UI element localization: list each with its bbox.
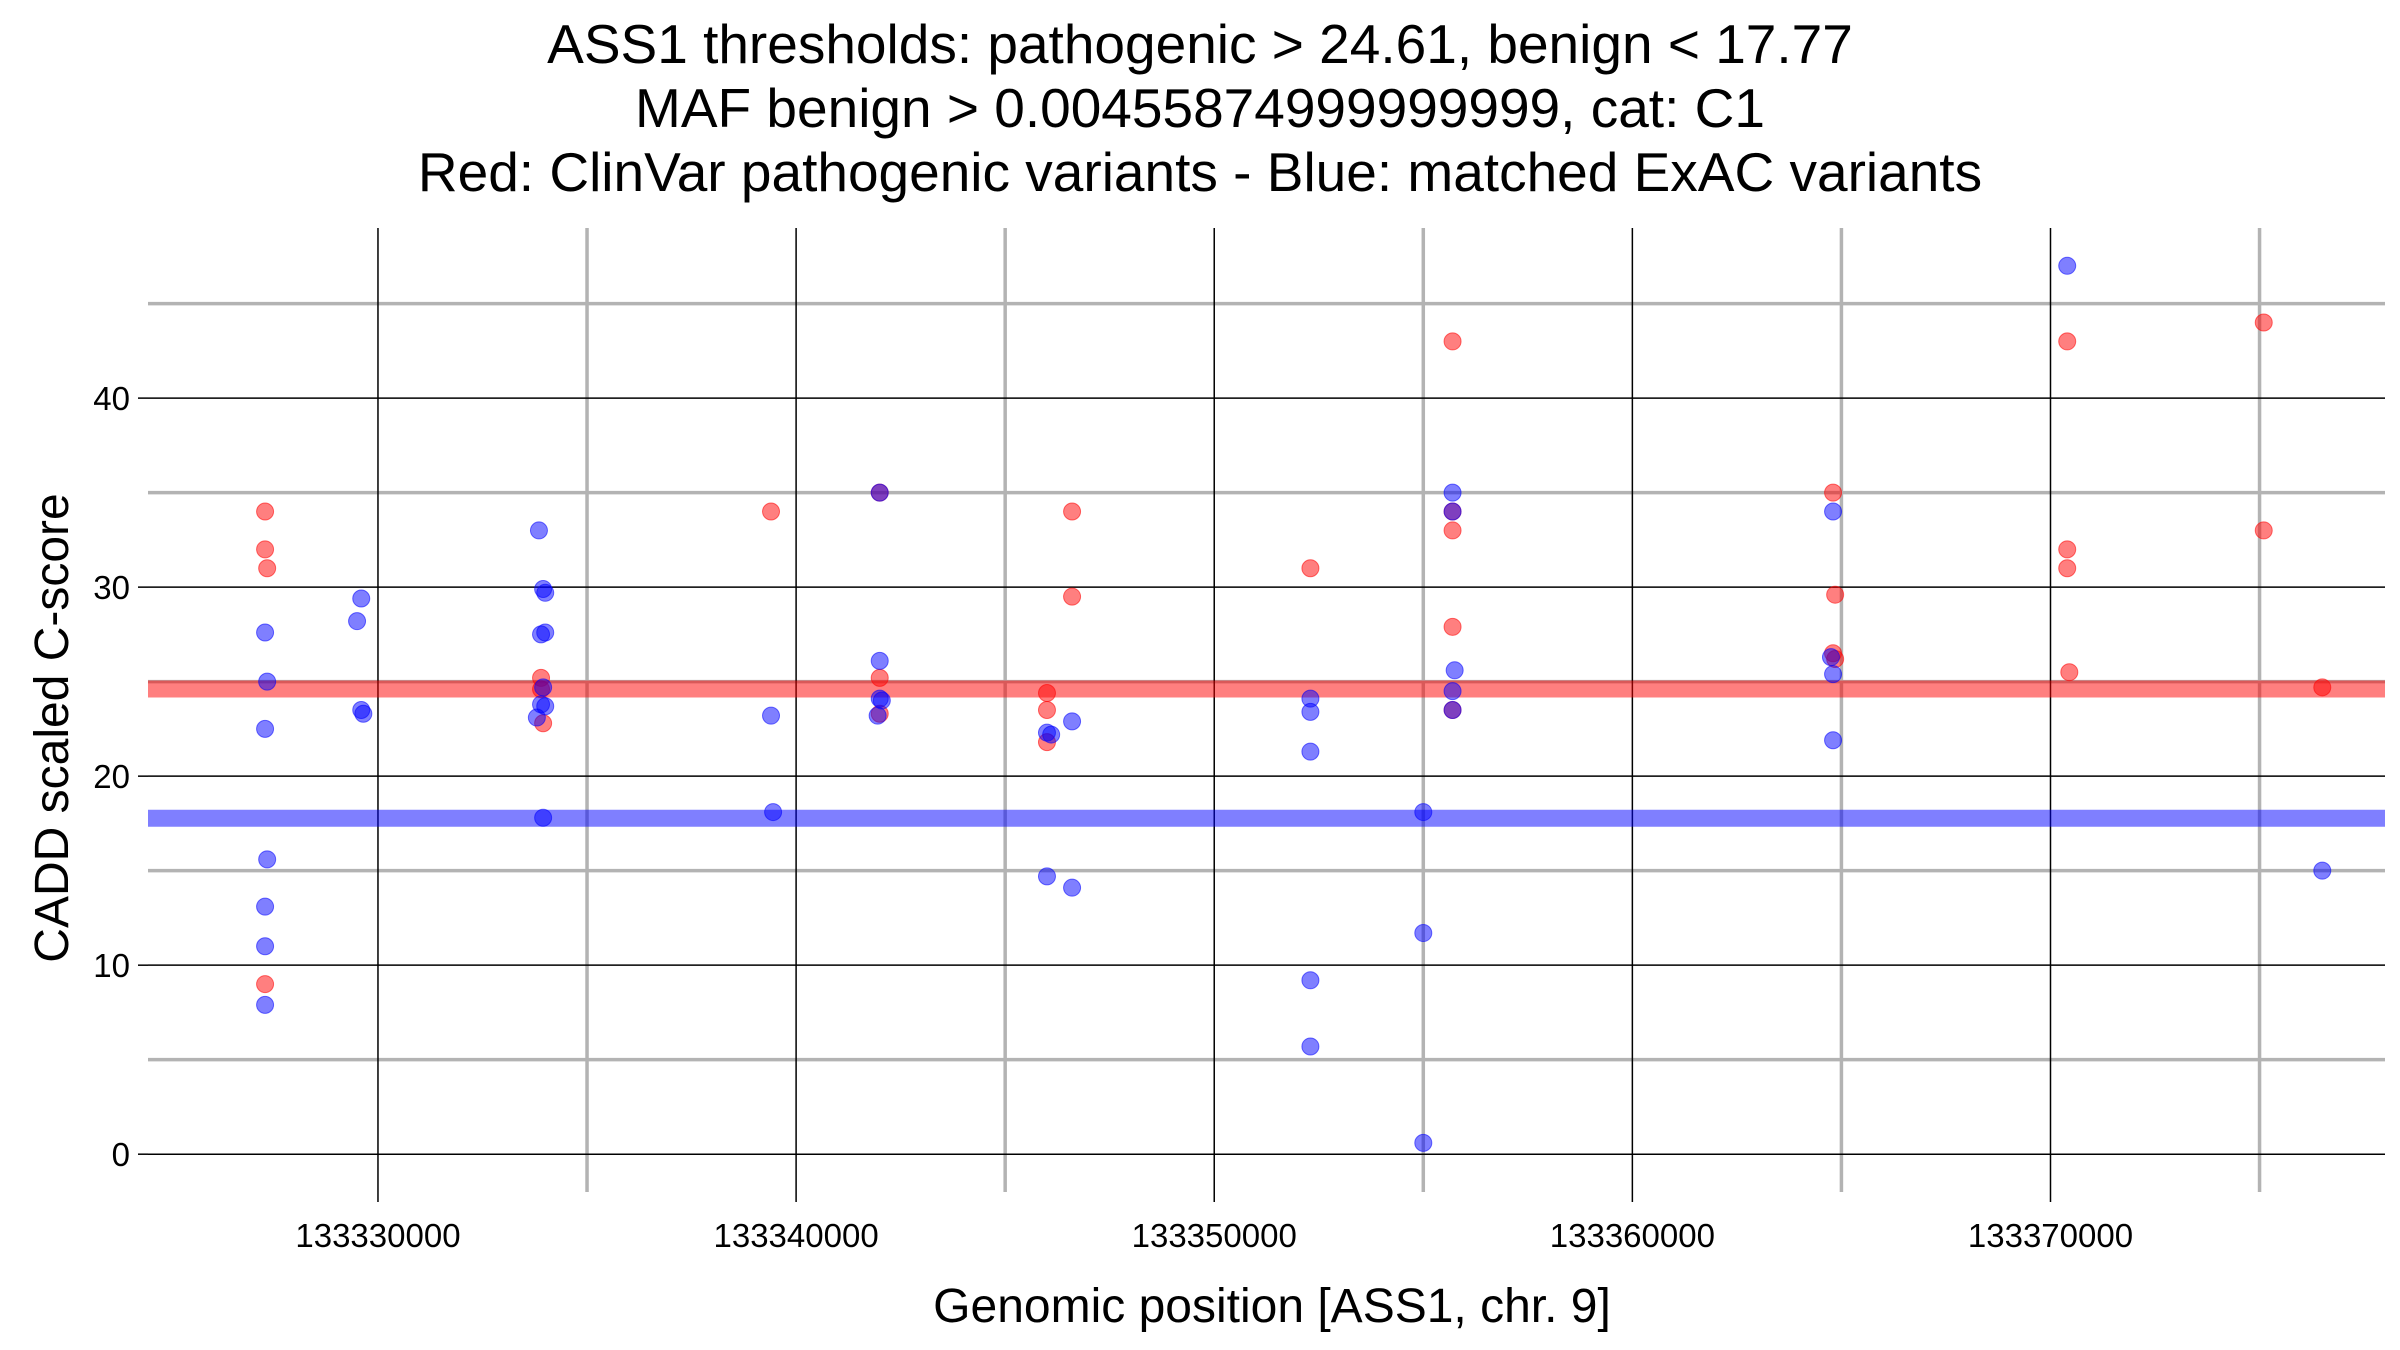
data-point — [256, 897, 275, 916]
data-point — [1063, 878, 1082, 897]
y-tick-label: 40 — [93, 380, 130, 417]
y-axis-label: CADD scaled C-score — [26, 493, 79, 962]
data-point — [256, 975, 275, 994]
x-tick-label: 133370000 — [1968, 1217, 2133, 1254]
data-point — [1824, 665, 1843, 684]
data-point — [1301, 971, 1320, 990]
minor-gridlines — [148, 228, 2385, 1192]
data-point — [534, 808, 553, 827]
y-tick-label: 10 — [93, 947, 130, 984]
data-point — [1824, 731, 1843, 750]
data-point — [1443, 682, 1462, 701]
data-point — [1443, 617, 1462, 636]
data-point — [1443, 521, 1462, 540]
chart-title-line-3: Red: ClinVar pathogenic variants - Blue:… — [417, 141, 1983, 203]
data-point — [1063, 587, 1082, 606]
data-point — [872, 691, 891, 710]
data-point — [764, 803, 783, 822]
data-point — [1824, 502, 1843, 521]
data-point — [870, 651, 889, 670]
data-point — [2058, 559, 2077, 578]
data-point — [1301, 702, 1320, 721]
y-tick-label: 20 — [93, 758, 130, 795]
data-point — [1063, 712, 1082, 731]
data-point — [256, 995, 275, 1014]
data-point — [1063, 502, 1082, 521]
x-tick-label: 133340000 — [714, 1217, 879, 1254]
data-point — [1414, 1133, 1433, 1152]
data-point — [870, 483, 889, 502]
data-point — [868, 706, 887, 725]
data-point — [536, 623, 555, 642]
threshold-lines — [148, 680, 2385, 827]
data-point — [1037, 683, 1056, 702]
data-point — [256, 937, 275, 956]
data-point — [1037, 867, 1056, 886]
data-point — [1042, 725, 1061, 744]
chart-title-line-2: MAF benign > 0.00455874999999999, cat: C… — [635, 77, 1765, 139]
y-tick-label: 0 — [112, 1136, 130, 1173]
data-point — [2254, 313, 2273, 332]
data-point — [1445, 661, 1464, 680]
data-point — [762, 502, 781, 521]
y-tick-label: 30 — [93, 569, 130, 606]
data-point — [2313, 861, 2332, 880]
chart-title: ASS1 thresholds: pathogenic > 24.61, ben… — [0, 12, 2400, 204]
data-point — [258, 672, 277, 691]
data-point — [762, 706, 781, 725]
data-point — [352, 589, 371, 608]
data-point — [1301, 559, 1320, 578]
data-point — [1443, 701, 1462, 719]
data-point — [256, 540, 275, 559]
data-point — [354, 704, 373, 723]
data-points — [256, 256, 2332, 1152]
x-tick-label: 133350000 — [1132, 1217, 1297, 1254]
data-point — [870, 668, 889, 687]
x-tick-label: 133330000 — [295, 1217, 460, 1254]
x-tick-label: 133360000 — [1550, 1217, 1715, 1254]
data-point — [1443, 332, 1462, 351]
data-point — [2060, 663, 2079, 682]
axis-ticks: 133330000 133340000 133350000 133360000 1333… — [93, 380, 2133, 1254]
data-point — [1821, 648, 1840, 667]
data-point — [1301, 742, 1320, 761]
data-point — [527, 708, 546, 727]
data-point — [1414, 924, 1433, 943]
data-point — [2058, 332, 2077, 351]
data-point — [256, 719, 275, 738]
data-point — [2313, 678, 2332, 697]
data-point — [1037, 701, 1056, 719]
data-point — [256, 623, 275, 642]
data-point — [258, 559, 277, 578]
data-point — [529, 521, 548, 540]
data-point — [1414, 803, 1433, 822]
data-point — [1826, 585, 1845, 604]
data-point — [2058, 256, 2077, 275]
data-point — [258, 850, 277, 869]
data-point — [2058, 540, 2077, 559]
major-gridlines — [148, 228, 2385, 1192]
data-point — [536, 583, 555, 602]
data-point — [256, 502, 275, 521]
data-point — [1824, 483, 1843, 502]
data-point — [1443, 502, 1462, 521]
chart-title-line-1: ASS1 thresholds: pathogenic > 24.61, ben… — [547, 13, 1853, 75]
data-point — [534, 678, 553, 697]
data-point — [348, 612, 367, 631]
data-point — [1301, 1037, 1320, 1056]
x-axis-label: Genomic position [ASS1, chr. 9] — [933, 1280, 1611, 1333]
data-point — [2254, 521, 2273, 540]
data-point — [1443, 483, 1462, 502]
